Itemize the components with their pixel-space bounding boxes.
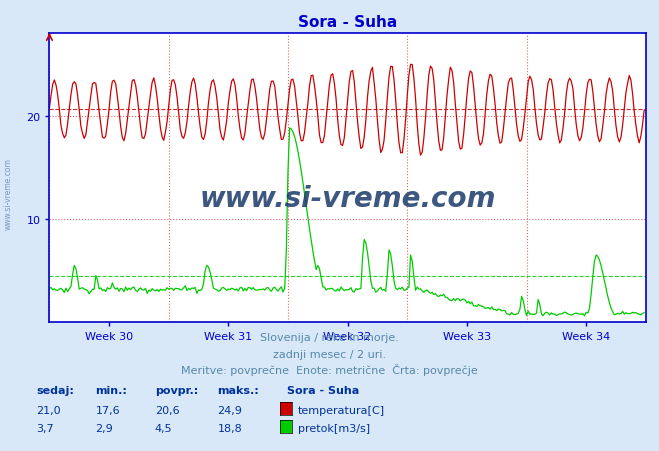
Text: www.si-vreme.com: www.si-vreme.com	[3, 158, 13, 230]
Text: zadnji mesec / 2 uri.: zadnji mesec / 2 uri.	[273, 349, 386, 359]
Text: maks.:: maks.:	[217, 385, 259, 395]
Title: Sora - Suha: Sora - Suha	[298, 15, 397, 30]
Text: www.si-vreme.com: www.si-vreme.com	[200, 184, 496, 212]
Text: min.:: min.:	[96, 385, 127, 395]
Text: 18,8: 18,8	[217, 423, 243, 433]
Text: Sora - Suha: Sora - Suha	[287, 385, 359, 395]
Text: povpr.:: povpr.:	[155, 385, 198, 395]
Text: sedaj:: sedaj:	[36, 385, 74, 395]
Text: 3,7: 3,7	[36, 423, 54, 433]
Text: Meritve: povprečne  Enote: metrične  Črta: povprečje: Meritve: povprečne Enote: metrične Črta:…	[181, 364, 478, 375]
Text: Slovenija / reke in morje.: Slovenija / reke in morje.	[260, 332, 399, 342]
Text: pretok[m3/s]: pretok[m3/s]	[298, 423, 370, 433]
Text: 4,5: 4,5	[155, 423, 173, 433]
Text: 20,6: 20,6	[155, 405, 179, 414]
Text: 17,6: 17,6	[96, 405, 120, 414]
Text: 2,9: 2,9	[96, 423, 113, 433]
Text: 21,0: 21,0	[36, 405, 61, 414]
Text: temperatura[C]: temperatura[C]	[298, 405, 385, 414]
Text: 24,9: 24,9	[217, 405, 243, 414]
